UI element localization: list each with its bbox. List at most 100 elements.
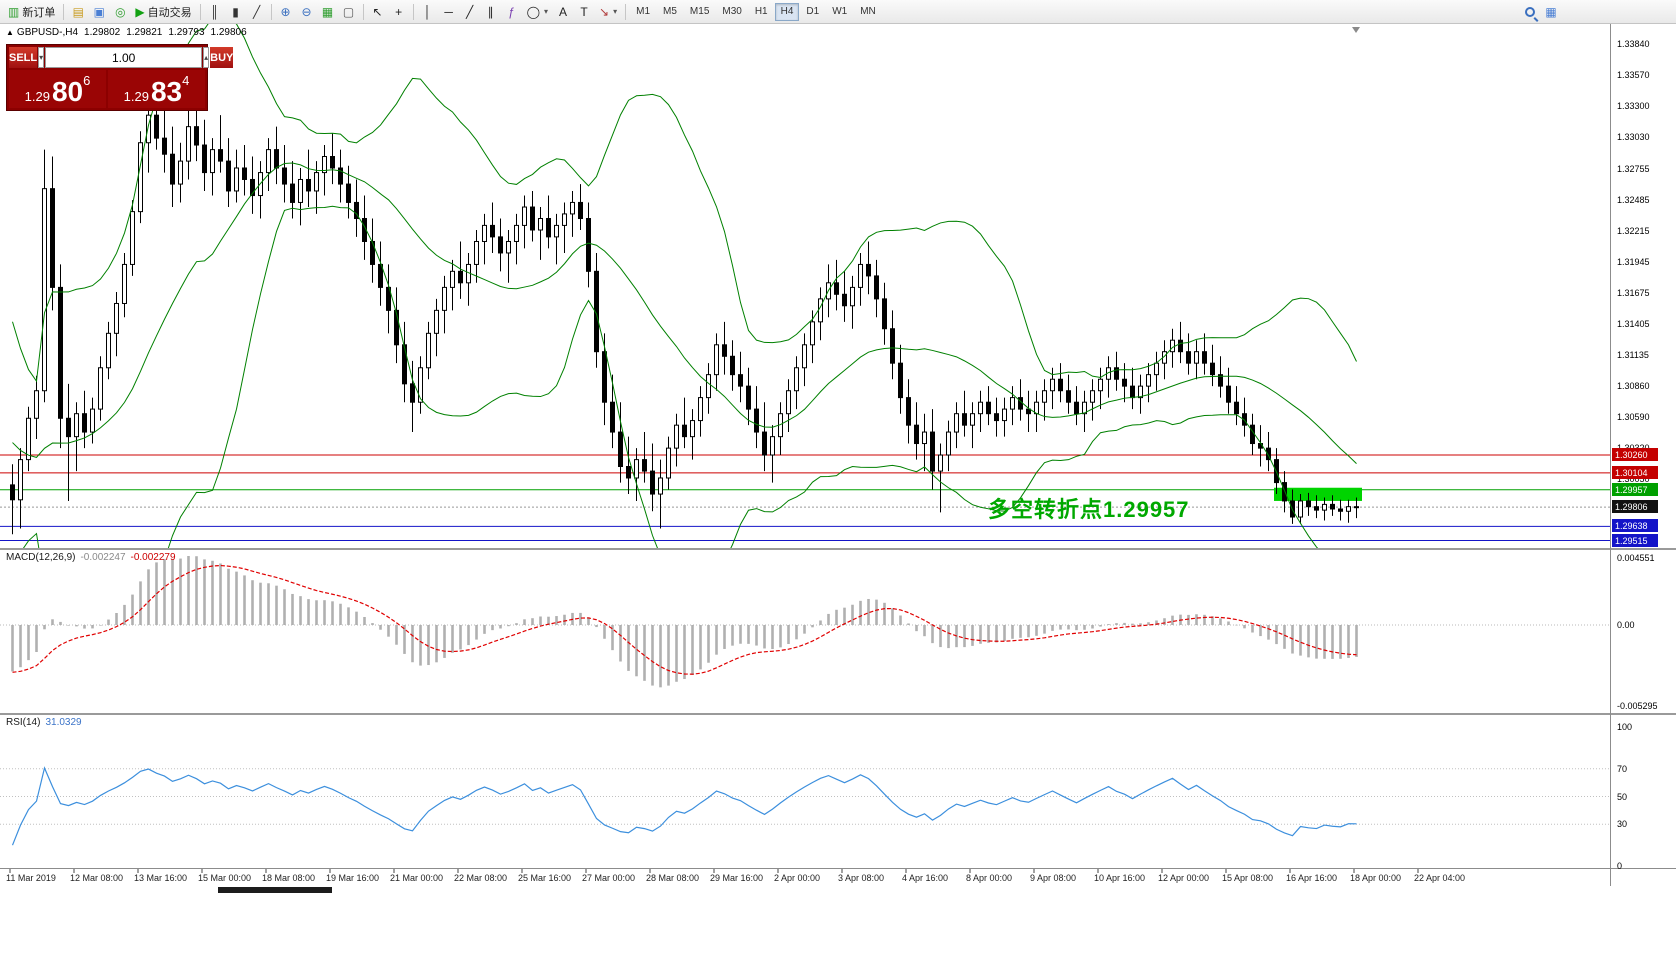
- arrows-button[interactable]: ↘ ▾: [595, 2, 621, 22]
- text-button[interactable]: A: [553, 2, 573, 22]
- time-axis-label: 18 Apr 00:00: [1350, 873, 1402, 883]
- timeframe-button-H1[interactable]: H1: [754, 6, 768, 17]
- macd-histogram: [11, 556, 1358, 688]
- time-axis-label: 2 Apr 00:00: [774, 873, 821, 883]
- sell-price-display[interactable]: 1.29 80 6: [9, 70, 106, 108]
- shapes-button[interactable]: ◯ ▾: [523, 2, 552, 22]
- price-axis-divider: [1610, 24, 1611, 886]
- cursor-button[interactable]: ↖: [368, 2, 388, 22]
- bollinger-lower-band: [22, 205, 1319, 548]
- candles: [10, 85, 1359, 535]
- time-axis-label: 22 Apr 04:00: [1414, 873, 1466, 883]
- timeframe-button-D1[interactable]: D1: [806, 6, 820, 17]
- timeframe-button-MN[interactable]: MN: [860, 6, 876, 17]
- candlestick-chart-icon: ▮: [232, 4, 239, 19]
- crosshair-icon: +: [395, 4, 403, 19]
- zoom-out-icon: ⊖: [301, 4, 312, 19]
- price-tag: 1.30104: [1612, 465, 1658, 479]
- macd-label: MACD(12,26,9) -0.002247 -0.002279: [6, 552, 181, 563]
- navigator-button[interactable]: ◎: [110, 2, 130, 22]
- crosshair-button[interactable]: +: [389, 2, 409, 22]
- chevron-down-icon: ▾: [544, 7, 549, 16]
- chart-shift-marker-icon[interactable]: [1352, 27, 1360, 33]
- turning-point-annotation[interactable]: 多空转折点1.29957: [988, 497, 1190, 522]
- highlight-rectangle-object[interactable]: [1274, 487, 1362, 501]
- price-axis-label: 1.33570: [1617, 69, 1650, 80]
- rsi-panel[interactable]: [0, 766, 1610, 846]
- bar-chart-button[interactable]: ║: [205, 2, 225, 22]
- buy-price-prefix: 1.29: [123, 88, 149, 104]
- text-label-button[interactable]: T: [574, 2, 594, 22]
- equidistant-channel-button[interactable]: ∥: [481, 2, 501, 22]
- timeframe-button-M5[interactable]: M5: [663, 6, 677, 17]
- volume-decrease-button[interactable]: ▾: [38, 47, 45, 68]
- volume-increase-button[interactable]: ▴: [203, 47, 210, 68]
- symbol-marker-icon: ▲: [6, 28, 14, 37]
- line-chart-button[interactable]: ╱: [247, 2, 267, 22]
- navigator-icon: ◎: [115, 4, 126, 19]
- vertical-line-icon: │: [423, 4, 432, 19]
- sell-button[interactable]: SELL: [9, 47, 38, 68]
- bollinger-middle-band: [12, 162, 1357, 465]
- charts-profile-icon: ▤: [72, 4, 85, 19]
- price-axis[interactable]: 1.33840 1.33570 1.33300 1.33030 1.32755 1.324…: [1611, 24, 1676, 886]
- candlestick-chart-button[interactable]: ▮: [226, 2, 246, 22]
- macd-signal-value: -0.002279: [130, 552, 176, 563]
- macd-axis-label: 0.00: [1617, 620, 1635, 630]
- toolbar-separator: [199, 3, 201, 20]
- timeframe-button-M30[interactable]: M30: [722, 6, 742, 17]
- panel-divider[interactable]: [0, 713, 1676, 715]
- time-axis-label: 27 Mar 00:00: [582, 873, 636, 883]
- panel-divider[interactable]: [0, 548, 1676, 550]
- horizontal-line-button[interactable]: ─: [439, 2, 459, 22]
- time-axis[interactable]: 11 Mar 2019 12 Mar 08:00 13 Mar 16:00 15 Ma…: [0, 869, 1610, 886]
- time-axis-label: 4 Apr 16:00: [902, 873, 949, 883]
- price-tag: 1.29806: [1612, 500, 1658, 514]
- zoom-out-button[interactable]: ⊖: [297, 2, 317, 22]
- sell-price-big: 80: [51, 76, 84, 108]
- price-tag: 1.29957: [1612, 482, 1658, 496]
- rsi-axis-label: 50: [1617, 791, 1628, 802]
- arrows-icon: ↘: [599, 4, 610, 19]
- volume-input[interactable]: [45, 47, 203, 68]
- tile-windows-button[interactable]: ▢: [339, 2, 359, 22]
- autotrading-button[interactable]: ▶ 自动交易: [131, 2, 195, 22]
- autotrading-icon: ▶: [135, 4, 145, 19]
- grid-button[interactable]: ▦: [318, 2, 338, 22]
- rsi-axis-label: 0: [1617, 861, 1623, 871]
- vertical-line-button[interactable]: │: [418, 2, 438, 22]
- trendline-button[interactable]: ╱: [460, 2, 480, 22]
- bar-chart-icon: ║: [210, 4, 219, 19]
- rsi-value: 31.0329: [45, 717, 82, 728]
- text-icon: A: [559, 4, 568, 19]
- toolbar-separator: [412, 3, 414, 20]
- price-axis-label: 1.30050: [1617, 474, 1650, 485]
- main-chart-panel[interactable]: [0, 14, 1610, 594]
- new-chart-window-button[interactable]: ▦: [1541, 2, 1561, 22]
- new-order-button[interactable]: ▥ 新订单: [4, 2, 59, 22]
- charts-profile-button[interactable]: ▤: [68, 2, 88, 22]
- timeframe-button-W1[interactable]: W1: [832, 6, 848, 17]
- macd-panel[interactable]: [0, 556, 1610, 688]
- price-axis-label: 1.32485: [1617, 194, 1650, 205]
- market-watch-button[interactable]: ▣: [89, 2, 109, 22]
- symbol-search-button[interactable]: [1520, 2, 1540, 22]
- new-order-icon: ▥: [8, 4, 20, 19]
- zoom-in-button[interactable]: ⊕: [276, 2, 296, 22]
- bollinger-upper-band: [12, 24, 1357, 383]
- time-ticks: [9, 868, 1419, 873]
- tile-windows-icon: ▢: [342, 4, 355, 19]
- chart-canvas[interactable]: [0, 0, 1676, 886]
- timeframe-button-M1[interactable]: M1: [636, 6, 651, 17]
- chart-ohlc-info: ▲ GBPUSD-,H4 1.29802 1.29821 1.29793 1.29806: [6, 27, 253, 38]
- toolbar-separator: [270, 3, 272, 20]
- buy-price-display[interactable]: 1.29 83 4: [108, 70, 205, 108]
- buy-button[interactable]: BUY: [210, 47, 234, 68]
- rsi-name: RSI(14): [6, 717, 41, 728]
- fibonacci-button[interactable]: ƒ: [502, 2, 522, 22]
- timeframe-button-M15[interactable]: M15: [689, 6, 710, 17]
- toolbar-separator: [63, 3, 65, 20]
- timeframe-button-H4[interactable]: H4: [774, 2, 800, 21]
- macd-value: -0.002247: [80, 552, 126, 563]
- macd-signal-line: [12, 564, 1357, 675]
